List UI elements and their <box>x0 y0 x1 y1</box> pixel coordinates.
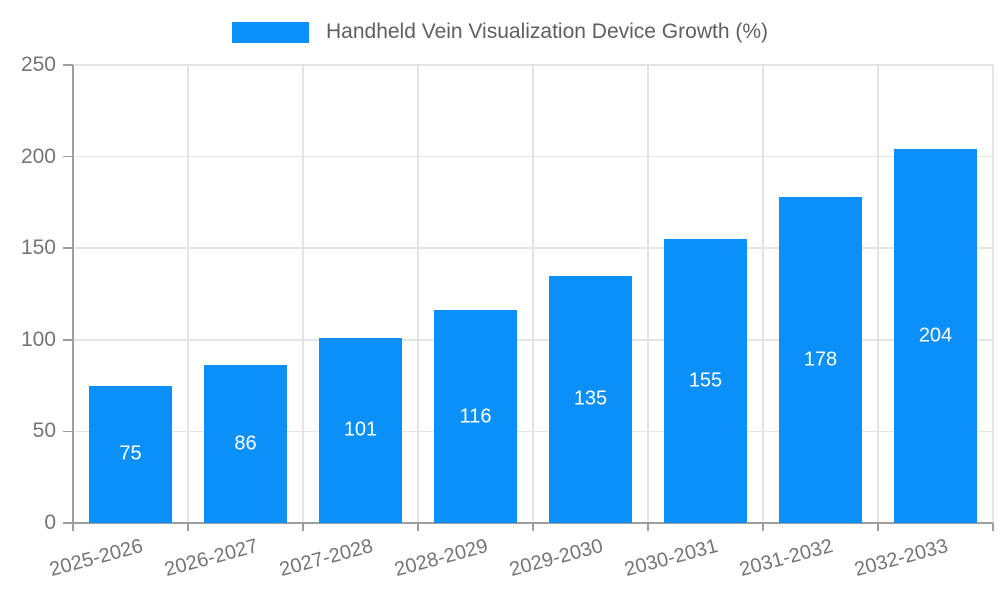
y-axis-line <box>72 65 74 531</box>
x-tick-label: 2031-2032 <box>737 535 836 582</box>
y-tick-mark <box>63 155 73 158</box>
y-tick-mark <box>63 430 73 433</box>
x-tick-label: 2026-2027 <box>162 535 261 582</box>
bar <box>319 337 402 523</box>
bar <box>664 239 747 523</box>
x-tick-mark <box>532 523 534 531</box>
x-tick-label: 2030-2031 <box>622 535 721 582</box>
y-tick-label: 0 <box>44 511 56 534</box>
bar <box>434 310 517 523</box>
bar-value-label: 86 <box>234 432 257 455</box>
bar-value-label: 101 <box>343 418 378 441</box>
legend-swatch-icon <box>231 21 309 43</box>
x-tick-mark <box>762 523 764 531</box>
x-gridline <box>647 65 649 523</box>
y-tick-label: 150 <box>20 236 56 260</box>
x-tick-label: 2028-2029 <box>392 535 491 582</box>
x-gridline <box>187 65 189 523</box>
chart-legend-item[interactable]: Handheld Vein Visualization Device Growt… <box>0 19 1000 45</box>
bar-value-label: 155 <box>688 369 723 392</box>
y-tick-label: 200 <box>20 144 56 168</box>
y-tick-label: 50 <box>32 419 56 443</box>
x-gridline <box>532 65 534 523</box>
x-gridline <box>762 65 764 523</box>
legend-label: Handheld Vein Visualization Device Growt… <box>325 20 768 43</box>
bar <box>549 275 632 523</box>
y-tick-mark <box>63 64 73 66</box>
y-tick-mark <box>63 247 73 249</box>
x-gridline <box>877 65 879 523</box>
x-tick-mark <box>992 523 994 531</box>
bar <box>894 149 977 523</box>
x-tick-mark <box>647 523 649 531</box>
x-tick-label: 2027-2028 <box>277 535 376 582</box>
y-tick-mark <box>63 339 73 341</box>
x-tick-mark <box>417 523 419 531</box>
bar-value-label: 75 <box>119 442 142 465</box>
x-tick-mark <box>187 523 189 531</box>
x-gridline <box>992 65 994 523</box>
x-gridline <box>302 65 304 523</box>
x-gridline <box>417 65 419 523</box>
y-tick-label: 250 <box>20 53 56 76</box>
x-axis-line <box>63 522 993 524</box>
x-tick-label: 2029-2030 <box>507 535 606 582</box>
bar <box>779 196 862 523</box>
x-tick-label: 2032-2033 <box>852 535 951 582</box>
bar-value-label: 116 <box>459 405 492 428</box>
x-tick-mark <box>302 523 304 531</box>
x-tick-mark <box>877 523 879 531</box>
bar <box>89 385 172 523</box>
bar-value-label: 178 <box>803 348 838 371</box>
bar <box>204 365 287 523</box>
x-tick-label: 2025-2026 <box>47 535 146 582</box>
y-tick-label: 100 <box>20 327 56 351</box>
bar-value-label: 135 <box>573 387 608 410</box>
bar-value-label: 204 <box>918 324 953 347</box>
